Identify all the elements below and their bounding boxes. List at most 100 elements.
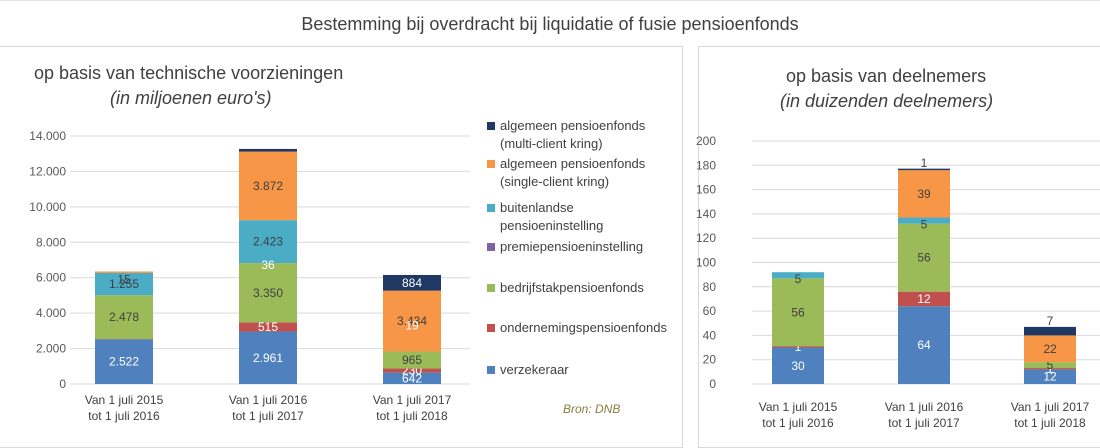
legend-label: ondernemingspensioenfonds (500, 320, 667, 335)
bar-segment (772, 272, 824, 279)
bar-segment (95, 295, 153, 340)
y-tick-label: 140 (696, 207, 716, 221)
y-tick-label: 0 (59, 377, 66, 391)
bar-segment (239, 151, 297, 221)
legend-swatch (487, 243, 495, 251)
bar-segment (1024, 367, 1076, 370)
charts-canvas: 0 2.000 4.000 6.000 8.000 10.000 12.000 14.000 2… (29, 118, 1100, 430)
data-label: 56 (917, 251, 931, 265)
left-chart-subtitle: op basis van technische voorzieningen (34, 63, 344, 83)
y-tick-label: 100 (696, 256, 716, 270)
chart-panel-technische-voorzieningen (0, 46, 683, 448)
chart-title: Bestemming bij overdracht bij liquidatie… (301, 14, 799, 34)
data-label: 149 (258, 136, 278, 150)
y-tick-label: 20 (703, 353, 717, 367)
bar-segment (898, 223, 950, 292)
bar-segment (383, 274, 441, 291)
data-label: 12 (1043, 370, 1057, 384)
data-label: 15 (117, 273, 131, 287)
left-chart-unit: (in miljoenen euro's) (110, 88, 272, 108)
x-category-label: Van 1 juli 2015 (759, 400, 838, 414)
bar-segment (772, 278, 824, 347)
data-label: 3.872 (253, 179, 283, 193)
y-tick-label: 120 (696, 231, 716, 245)
bar-segment (1024, 369, 1076, 384)
data-label: 2.522 (109, 355, 139, 369)
data-label: 642 (402, 371, 422, 385)
legend-label: pensioeninstelling (500, 218, 603, 233)
source-note: Bron: DNB (563, 402, 621, 416)
data-label: 39 (917, 187, 931, 201)
y-tick-label: 180 (696, 158, 716, 172)
data-label: 19 (405, 318, 419, 332)
data-label: 5 (1047, 358, 1054, 372)
y-tick-label: 60 (703, 304, 717, 318)
bar-segment (898, 291, 950, 307)
data-label: 515 (258, 320, 278, 334)
x-category-label: tot 1 juli 2017 (232, 409, 304, 423)
legend-label: algemeen pensioenfonds (500, 156, 646, 171)
legend-swatch (487, 366, 495, 374)
bar-segment (898, 170, 950, 218)
legend-label: (multi-client kring) (500, 136, 603, 151)
data-label: 5 (795, 272, 802, 286)
bar-segment (383, 372, 441, 384)
legend-label: premiepensioeninstelling (500, 239, 643, 254)
bar-segment (898, 306, 950, 384)
y-tick-label: 8.000 (36, 235, 66, 249)
legend-label: algemeen pensioenfonds (500, 118, 646, 133)
bar-segment (772, 347, 824, 384)
y-tick-label: 40 (703, 328, 717, 342)
legend-label: bedrijfstakpensioenfonds (500, 280, 644, 295)
x-category-label: Van 1 juli 2017 (373, 393, 452, 407)
data-label: 30 (791, 359, 805, 373)
bar-segment (95, 339, 153, 384)
legend-swatch (487, 204, 495, 212)
data-label: 56 (791, 305, 805, 319)
bar-segment (1024, 335, 1076, 363)
legend-label: (single-client kring) (500, 174, 609, 189)
data-label: 1 (921, 156, 928, 170)
x-category-label: tot 1 juli 2018 (1014, 416, 1086, 430)
bar-segment (239, 148, 297, 152)
bar-segment (383, 290, 441, 352)
data-label: 884 (402, 276, 422, 290)
legend-label: verzekeraar (500, 362, 569, 377)
y-tick-label: 80 (703, 280, 717, 294)
y-tick-label: 2.000 (36, 342, 66, 356)
data-label: 3.350 (253, 286, 283, 300)
bar-segment (239, 331, 297, 384)
x-category-label: Van 1 juli 2016 (885, 400, 964, 414)
y-tick-label: 12.000 (29, 164, 66, 178)
y-tick-label: 200 (696, 134, 716, 148)
bar-segment (898, 168, 950, 171)
bar-segment (383, 351, 441, 369)
x-category-label: tot 1 juli 2016 (88, 409, 160, 423)
data-label: 1 (1047, 362, 1054, 376)
data-label: 12 (917, 292, 931, 306)
top-gridline (0, 0, 1100, 5)
data-label: 2.423 (253, 235, 283, 249)
x-category-label: Van 1 juli 2015 (85, 393, 164, 407)
legend-label: buitenlandse (500, 200, 574, 215)
data-label: 2.478 (109, 310, 139, 324)
x-category-label: Van 1 juli 2016 (229, 393, 308, 407)
data-label: 7 (1047, 314, 1054, 328)
bar-segment (772, 346, 824, 348)
y-tick-label: 0 (709, 377, 716, 391)
x-category-label: Van 1 juli 2017 (1011, 400, 1090, 414)
data-label: 965 (402, 353, 422, 367)
x-category-label: tot 1 juli 2018 (376, 409, 448, 423)
y-tick-label: 10.000 (29, 200, 66, 214)
y-tick-label: 14.000 (29, 129, 66, 143)
right-chart-unit: (in duizenden deelnemers) (780, 91, 994, 111)
bar-segment (1024, 362, 1076, 369)
y-tick-label: 6.000 (36, 271, 66, 285)
bar-segment (95, 272, 153, 296)
data-label: 36 (261, 258, 275, 272)
bar-segment (1024, 326, 1076, 336)
legend-swatch (487, 324, 495, 332)
bar-segment (239, 220, 297, 264)
x-category-label: tot 1 juli 2017 (888, 416, 960, 430)
bar-segment (239, 263, 297, 323)
